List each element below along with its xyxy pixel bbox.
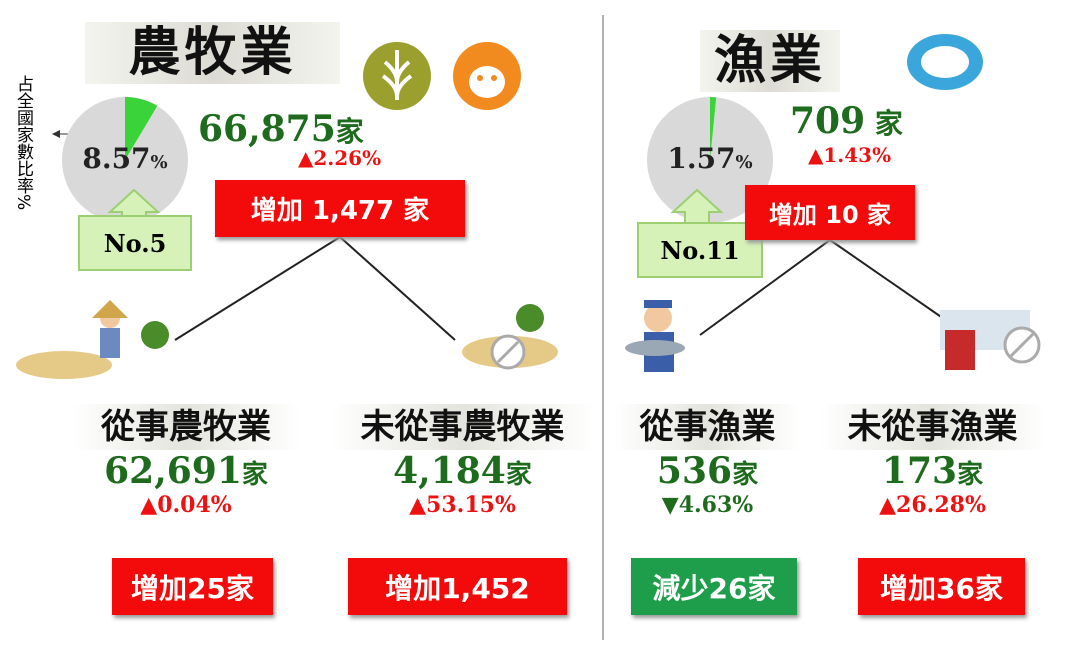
group-name: 從事漁業 — [615, 404, 800, 450]
increase-box: 增加 10 家 — [745, 185, 915, 240]
group-name: 未從事漁業 — [820, 404, 1045, 450]
group-count: 536家 — [615, 450, 800, 492]
farmer-ground — [16, 351, 112, 379]
group-change: ▼4.63% — [661, 492, 754, 518]
pointer-head — [52, 130, 60, 138]
count-value: 536 — [656, 450, 733, 492]
total: 709 家 — [790, 100, 903, 142]
change: ▲1.43% — [808, 143, 892, 167]
increase-box: 增加 1,477 家 — [215, 180, 465, 237]
share: 1.57% — [647, 142, 773, 175]
share: 8.57% — [62, 142, 188, 175]
pie-slice — [125, 97, 158, 160]
count-unit: 家 — [241, 460, 268, 490]
group-box: 增加36家 — [858, 558, 1025, 615]
count-value: 4,184 — [393, 450, 506, 492]
group-box: 增加1,452 — [348, 558, 567, 615]
count-unit: 家 — [957, 460, 984, 490]
group-count: 4,184家 — [330, 450, 595, 492]
group-count: 173家 — [820, 450, 1045, 492]
fisherman — [644, 304, 672, 332]
connector — [174, 235, 456, 341]
count-unit: 家 — [732, 460, 759, 490]
connector — [699, 238, 961, 336]
side-label: 占全國家數比率% — [13, 75, 33, 211]
count-value: 173 — [881, 450, 958, 492]
total-value: 66,875 — [198, 108, 336, 150]
group-name: 從事農牧業 — [72, 404, 300, 450]
count-unit: 家 — [505, 460, 532, 490]
share-unit: % — [735, 152, 753, 173]
total-value: 709 — [790, 100, 866, 142]
group-box: 增加25家 — [112, 558, 273, 615]
group-change: ▲53.15% — [409, 492, 516, 518]
pie-slice — [710, 97, 717, 160]
share-unit: % — [150, 152, 168, 173]
total-unit: 家 — [865, 107, 903, 140]
change: ▲2.26% — [298, 146, 382, 170]
share-value: 8.57 — [82, 142, 151, 175]
group-name: 未從事農牧業 — [330, 404, 595, 450]
share-value: 1.57 — [667, 142, 736, 175]
rank: No.5 — [78, 215, 192, 271]
group-box: 減少26家 — [631, 558, 797, 615]
total: 66,875家 — [198, 108, 364, 150]
section-title: 農牧業 — [85, 22, 340, 84]
total-unit: 家 — [335, 115, 364, 148]
section-title: 漁業 — [700, 30, 840, 92]
count-value: 62,691 — [104, 450, 242, 492]
rank: No.11 — [637, 222, 763, 278]
group-change: ▲26.28% — [879, 492, 986, 518]
group-change: ▲0.04% — [140, 492, 232, 518]
group-count: 62,691家 — [72, 450, 300, 492]
